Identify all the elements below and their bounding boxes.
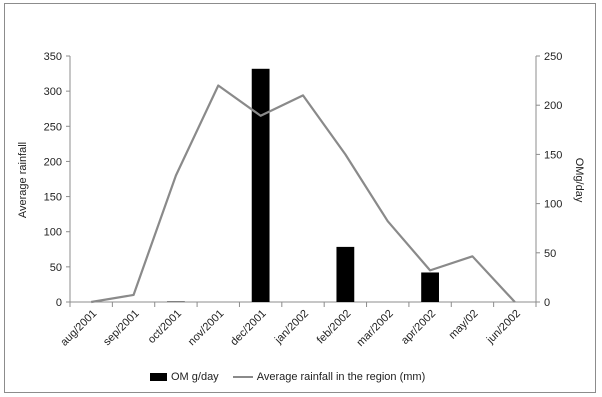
y-axis-label: Average rainfall <box>17 142 29 218</box>
x-tick-label: jun/2002 <box>484 308 523 347</box>
y-tick-label: 250 <box>44 121 62 133</box>
y-tick-label: 0 <box>56 297 62 309</box>
legend-swatch-line <box>232 376 253 378</box>
legend: OM g/day Average rainfall in the region … <box>150 369 439 385</box>
bar <box>421 272 439 302</box>
y2-tick-label: 150 <box>544 149 562 161</box>
y2-tick-label: 250 <box>544 51 562 63</box>
legend-item-bar: OM g/day <box>150 371 219 383</box>
bar <box>336 246 355 302</box>
y-tick-label: 350 <box>44 51 62 63</box>
y2-tick-label: 50 <box>544 248 556 260</box>
legend-item-line: Average rainfall in the region (mm) <box>232 371 426 383</box>
y2-axis-label: OMg/day <box>573 158 585 203</box>
rainfall-line <box>91 84 516 304</box>
x-tick-label: may/02 <box>447 308 481 342</box>
x-tick-label: mar/2002 <box>354 308 395 349</box>
legend-label-bar: OM g/day <box>171 371 219 383</box>
x-tick-label: oct/2001 <box>146 308 184 346</box>
x-tick-label: feb/2002 <box>315 308 354 347</box>
y2-tick-label: 100 <box>544 199 562 211</box>
y-tick-label: 100 <box>44 227 62 239</box>
x-tick-label: sep/2001 <box>101 308 141 348</box>
x-tick-label: apr/2002 <box>399 308 438 347</box>
y2-tick-label: 0 <box>544 297 550 309</box>
y-tick-label: 200 <box>44 156 62 168</box>
x-tick-label: dec/2001 <box>228 308 268 348</box>
legend-swatch-bar <box>150 373 167 381</box>
x-tick-label: nov/2001 <box>186 308 226 348</box>
x-tick-label: jan/2002 <box>272 308 311 347</box>
bar <box>251 68 270 303</box>
legend-label-line: Average rainfall in the region (mm) <box>256 371 426 383</box>
x-tick-label: aug/2001 <box>58 308 99 349</box>
y-tick-label: 50 <box>50 262 62 274</box>
chart-frame <box>4 3 596 393</box>
y-tick-label: 300 <box>44 86 62 98</box>
y2-tick-label: 200 <box>544 100 562 112</box>
y-tick-label: 150 <box>44 192 62 204</box>
